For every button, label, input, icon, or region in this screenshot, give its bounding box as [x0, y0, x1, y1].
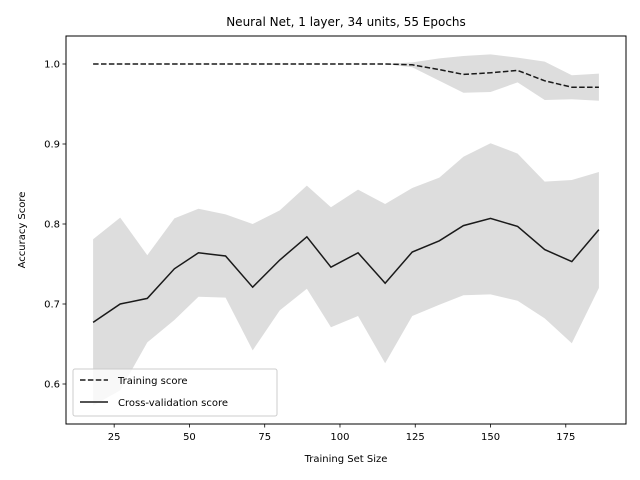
- score-lines: [92, 63, 600, 324]
- y-axis-label: Accuracy Score: [17, 192, 28, 269]
- line-cross-validation: [92, 217, 600, 324]
- y-tick-label: 1.0: [44, 60, 60, 71]
- line-training: [93, 63, 599, 88]
- plot-area-frame: [65, 35, 627, 425]
- legend-label-cross-validation: Cross-validation score: [118, 398, 228, 409]
- band-cross-validation: [93, 143, 599, 406]
- x-tick-label: 100: [330, 432, 349, 443]
- y-axis-ticks: 0.6 0.7 0.8 0.9 1.0: [44, 60, 66, 391]
- x-axis-ticks: 25 50 75 100 125 150 175: [108, 424, 575, 443]
- x-tick-label: 75: [258, 432, 271, 443]
- y-tick-label: 0.7: [44, 300, 60, 311]
- x-tick-label: 125: [406, 432, 425, 443]
- x-tick-label: 25: [108, 432, 121, 443]
- x-tick-label: 175: [556, 432, 575, 443]
- legend: Training score Cross-validation score: [72, 368, 278, 417]
- variance-bands: [93, 54, 599, 406]
- x-tick-label: 150: [481, 432, 500, 443]
- x-axis-label: Training Set Size: [304, 454, 388, 465]
- chart-title: Neural Net, 1 layer, 34 units, 55 Epochs: [226, 15, 466, 29]
- y-tick-label: 0.6: [44, 380, 60, 391]
- band-training: [93, 54, 599, 101]
- x-tick-label: 50: [183, 432, 196, 443]
- y-tick-label: 0.8: [44, 220, 60, 231]
- y-tick-label: 0.9: [44, 140, 60, 151]
- legend-box: [72, 368, 278, 417]
- legend-label-training: Training score: [117, 376, 188, 387]
